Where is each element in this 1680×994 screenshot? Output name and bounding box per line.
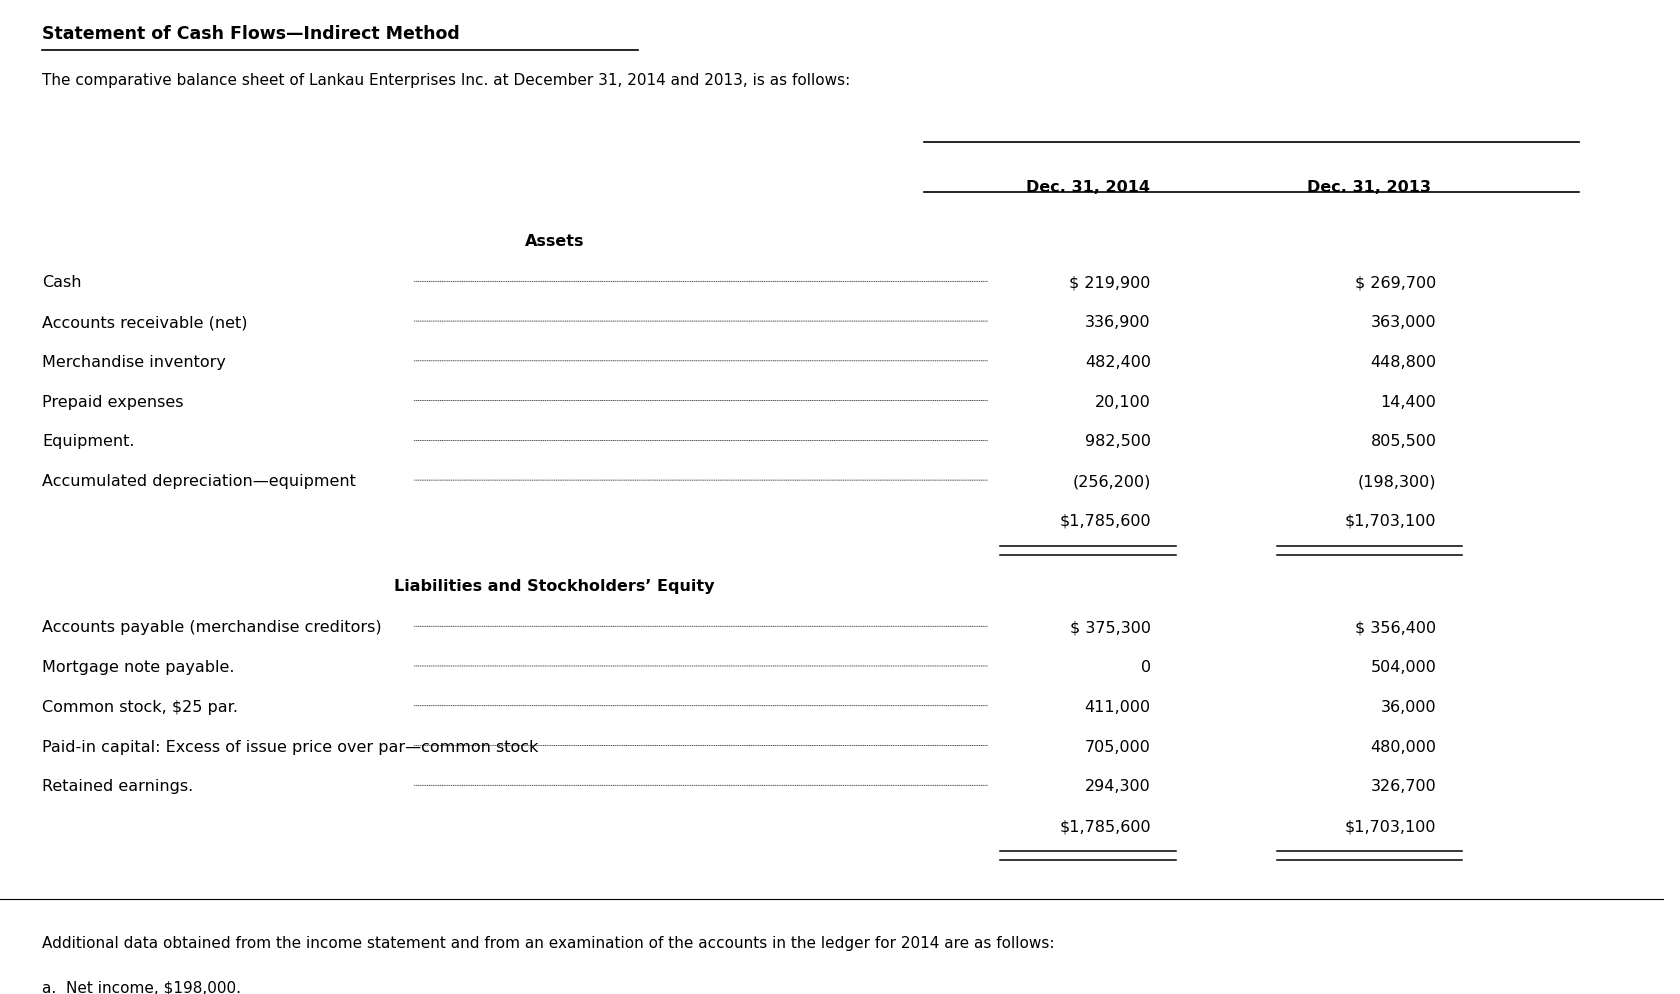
- Text: Retained earnings.: Retained earnings.: [42, 779, 193, 794]
- Text: Accounts receivable (net): Accounts receivable (net): [42, 315, 247, 330]
- Text: $1,703,100: $1,703,100: [1346, 514, 1436, 529]
- Text: 805,500: 805,500: [1371, 434, 1436, 449]
- Text: (198,300): (198,300): [1357, 474, 1436, 489]
- Text: $1,785,600: $1,785,600: [1058, 819, 1151, 834]
- Text: 504,000: 504,000: [1371, 660, 1436, 675]
- Text: 20,100: 20,100: [1095, 395, 1151, 410]
- Text: Statement of Cash Flows—Indirect Method: Statement of Cash Flows—Indirect Method: [42, 25, 460, 43]
- Text: $1,703,100: $1,703,100: [1346, 819, 1436, 834]
- Text: Prepaid expenses: Prepaid expenses: [42, 395, 183, 410]
- Text: $ 356,400: $ 356,400: [1356, 620, 1436, 635]
- Text: 326,700: 326,700: [1371, 779, 1436, 794]
- Text: Dec. 31, 2013: Dec. 31, 2013: [1307, 180, 1431, 195]
- Text: Accounts payable (merchandise creditors): Accounts payable (merchandise creditors): [42, 620, 381, 635]
- Text: Dec. 31, 2014: Dec. 31, 2014: [1026, 180, 1149, 195]
- Text: 480,000: 480,000: [1371, 740, 1436, 754]
- Text: Merchandise inventory: Merchandise inventory: [42, 355, 225, 370]
- Text: 705,000: 705,000: [1085, 740, 1151, 754]
- Text: 36,000: 36,000: [1381, 700, 1436, 715]
- Text: 482,400: 482,400: [1085, 355, 1151, 370]
- Text: Mortgage note payable.: Mortgage note payable.: [42, 660, 235, 675]
- Text: $ 269,700: $ 269,700: [1356, 275, 1436, 290]
- Text: Equipment.: Equipment.: [42, 434, 134, 449]
- Text: (256,200): (256,200): [1072, 474, 1151, 489]
- Text: Common stock, $25 par.: Common stock, $25 par.: [42, 700, 239, 715]
- Text: 14,400: 14,400: [1381, 395, 1436, 410]
- Text: 448,800: 448,800: [1371, 355, 1436, 370]
- Text: 336,900: 336,900: [1085, 315, 1151, 330]
- Text: 363,000: 363,000: [1371, 315, 1436, 330]
- Text: $1,785,600: $1,785,600: [1058, 514, 1151, 529]
- Text: 982,500: 982,500: [1085, 434, 1151, 449]
- Text: 0: 0: [1141, 660, 1151, 675]
- Text: Liabilities and Stockholders’ Equity: Liabilities and Stockholders’ Equity: [395, 579, 714, 593]
- Text: $ 219,900: $ 219,900: [1070, 275, 1151, 290]
- Text: $ 375,300: $ 375,300: [1070, 620, 1151, 635]
- Text: a.  Net income, $198,000.: a. Net income, $198,000.: [42, 980, 240, 994]
- Text: Accumulated depreciation—equipment: Accumulated depreciation—equipment: [42, 474, 356, 489]
- Text: Paid-in capital: Excess of issue price over par—common stock: Paid-in capital: Excess of issue price o…: [42, 740, 538, 754]
- Text: Assets: Assets: [524, 234, 585, 248]
- Text: Additional data obtained from the income statement and from an examination of th: Additional data obtained from the income…: [42, 936, 1055, 951]
- Text: 411,000: 411,000: [1085, 700, 1151, 715]
- Text: Cash: Cash: [42, 275, 82, 290]
- Text: The comparative balance sheet of Lankau Enterprises Inc. at December 31, 2014 an: The comparative balance sheet of Lankau …: [42, 73, 850, 87]
- Text: 294,300: 294,300: [1085, 779, 1151, 794]
